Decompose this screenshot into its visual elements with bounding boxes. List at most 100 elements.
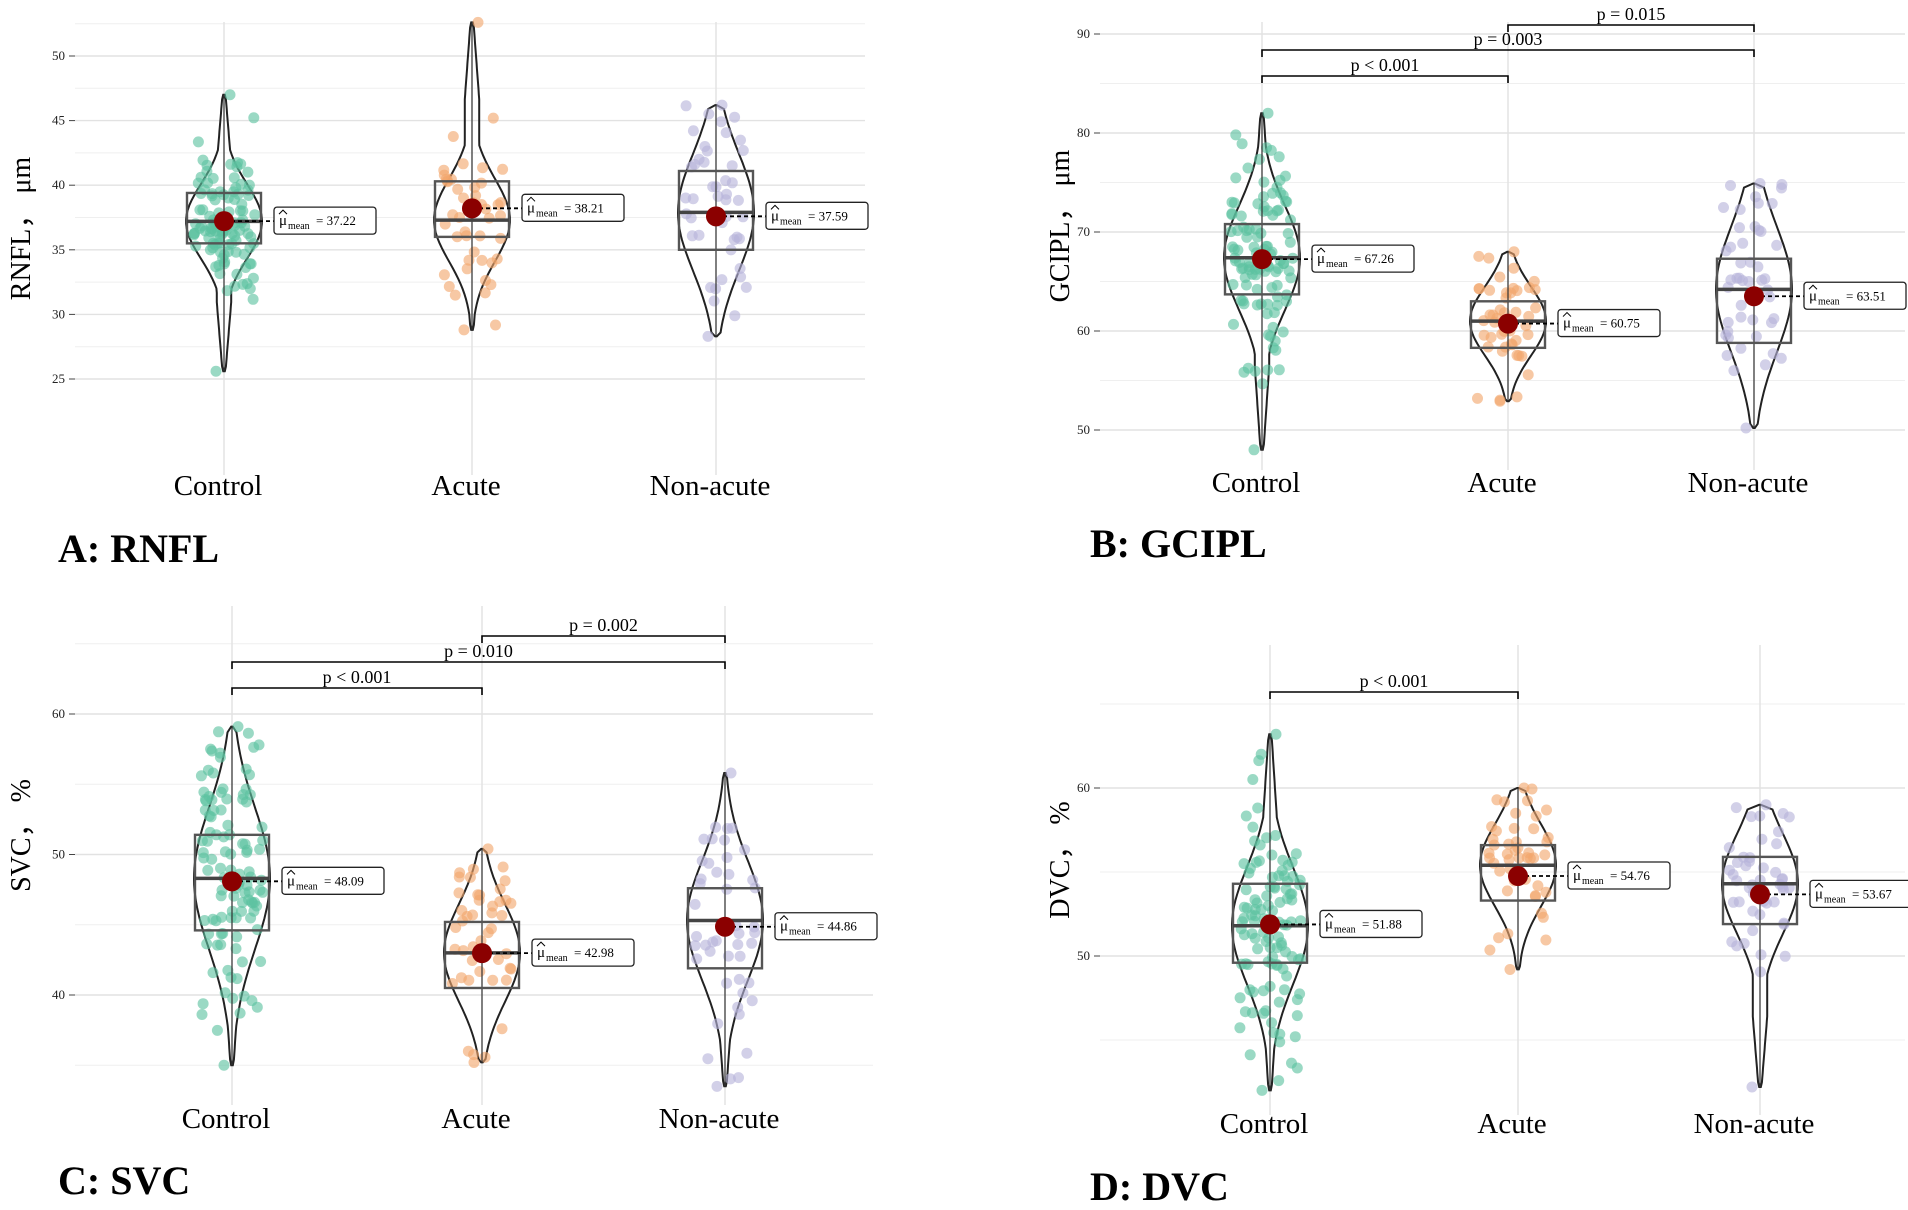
data-point bbox=[1756, 833, 1768, 845]
data-point bbox=[1501, 885, 1513, 897]
data-point bbox=[686, 230, 698, 242]
data-point bbox=[1723, 842, 1735, 854]
data-point bbox=[702, 330, 714, 342]
x-category-label: Acute bbox=[1467, 467, 1536, 499]
bracket-line bbox=[1269, 691, 1519, 699]
box bbox=[1469, 300, 1547, 350]
data-point bbox=[1265, 330, 1277, 342]
data-point bbox=[232, 721, 244, 733]
data-point bbox=[239, 220, 251, 232]
data-point bbox=[698, 833, 710, 845]
data-point bbox=[723, 868, 735, 880]
mean-label: μ mean = 53.67 bbox=[1809, 879, 1908, 908]
data-point bbox=[221, 285, 233, 297]
data-point bbox=[216, 228, 228, 240]
data-point bbox=[224, 89, 236, 101]
data-point bbox=[1258, 1007, 1270, 1019]
mean-label: μ mean = 63.51 bbox=[1803, 281, 1907, 310]
significance-bracket: p < 0.001 bbox=[1261, 55, 1509, 83]
p-value-label: p < 0.001 bbox=[1351, 55, 1420, 75]
data-point bbox=[1478, 329, 1490, 341]
mean-subscript: mean bbox=[1572, 324, 1594, 335]
data-point bbox=[1262, 205, 1274, 217]
data-point bbox=[210, 365, 222, 377]
data-point bbox=[1494, 395, 1506, 407]
data-point bbox=[1252, 802, 1264, 814]
data-point bbox=[1240, 884, 1252, 896]
mean-value: = 54.76 bbox=[1610, 868, 1650, 883]
data-point bbox=[1238, 929, 1250, 941]
data-point bbox=[203, 791, 215, 802]
data-point bbox=[477, 162, 489, 174]
data-point bbox=[1721, 350, 1733, 361]
data-point bbox=[731, 231, 743, 243]
mean-symbol: μ bbox=[1573, 868, 1581, 884]
data-point bbox=[1289, 1031, 1301, 1043]
panel-title-d: D: DVC bbox=[1090, 1164, 1229, 1209]
data-point bbox=[457, 158, 469, 170]
data-point bbox=[1273, 996, 1285, 1008]
data-point bbox=[1253, 153, 1265, 165]
data-point bbox=[1511, 391, 1523, 403]
data-point bbox=[1234, 992, 1246, 1004]
data-point bbox=[1286, 888, 1298, 900]
data-point bbox=[1243, 867, 1255, 879]
data-point bbox=[1518, 782, 1530, 794]
data-point bbox=[1226, 209, 1238, 220]
data-point bbox=[1771, 838, 1783, 850]
data-point bbox=[234, 205, 246, 217]
data-point bbox=[1294, 988, 1306, 1000]
data-point bbox=[1261, 832, 1273, 844]
data-point bbox=[1783, 811, 1795, 823]
data-point bbox=[188, 229, 200, 241]
data-point bbox=[1740, 422, 1752, 434]
data-point bbox=[743, 977, 755, 989]
data-point bbox=[1270, 728, 1282, 740]
mean-label-box bbox=[531, 938, 635, 967]
data-point bbox=[1271, 279, 1283, 291]
data-point bbox=[1273, 364, 1285, 376]
y-axis-title: DVC， % bbox=[1045, 801, 1076, 918]
data-point bbox=[706, 833, 718, 845]
mean-symbol: μ bbox=[537, 945, 545, 961]
data-point bbox=[1261, 308, 1273, 320]
data-point bbox=[1735, 257, 1747, 269]
data-point bbox=[1260, 936, 1272, 947]
data-point bbox=[468, 1049, 480, 1061]
data-point bbox=[710, 821, 722, 833]
data-point bbox=[197, 847, 209, 859]
data-point bbox=[716, 274, 728, 286]
data-point bbox=[255, 874, 267, 886]
data-point bbox=[197, 204, 209, 216]
data-point bbox=[1295, 915, 1307, 927]
panel-c: 40 50 60 SVC， % Control Acute Non-acute p < 0.0… bbox=[6, 606, 878, 1135]
mean-label-box bbox=[273, 206, 377, 235]
data-point bbox=[732, 939, 744, 950]
mean-label-box bbox=[765, 201, 869, 230]
data-point bbox=[1749, 221, 1761, 233]
mean-label-box bbox=[1567, 861, 1671, 890]
data-point bbox=[207, 767, 219, 779]
y-tick-label: 50 bbox=[52, 847, 65, 862]
mean-point bbox=[1750, 884, 1770, 905]
data-point bbox=[249, 896, 260, 908]
data-point bbox=[197, 998, 209, 1010]
data-point bbox=[1284, 236, 1296, 248]
mean-subscript: mean bbox=[1582, 876, 1604, 887]
data-point bbox=[453, 887, 465, 899]
data-point bbox=[749, 927, 761, 939]
hat-mark bbox=[286, 869, 296, 875]
data-point bbox=[1501, 287, 1512, 299]
data-point bbox=[733, 1072, 744, 1084]
data-point bbox=[734, 263, 746, 274]
data-point bbox=[1252, 943, 1264, 955]
panel-a: 25 30 35 40 45 50 RNFL， μm Control Acute Non-acut… bbox=[6, 16, 869, 502]
data-point bbox=[1283, 265, 1295, 277]
data-point bbox=[737, 987, 749, 999]
mean-subscript: mean bbox=[288, 221, 310, 232]
data-point bbox=[496, 910, 508, 921]
data-point bbox=[1250, 223, 1262, 235]
data-point bbox=[711, 1080, 723, 1092]
mean-label-box bbox=[1809, 879, 1908, 908]
